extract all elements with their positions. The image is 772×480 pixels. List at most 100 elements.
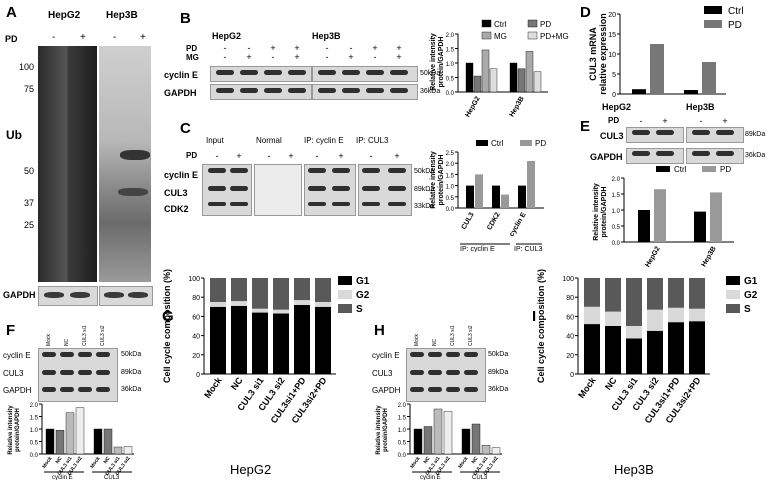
e-pd-label: PD (608, 116, 620, 125)
legend-label: G1 (744, 276, 758, 287)
bar (492, 185, 500, 208)
band (70, 292, 90, 298)
marker-75: 75 (24, 84, 35, 94)
pd-sign: + (338, 151, 343, 161)
c-cyclin-e-label: cyclin E (164, 170, 199, 180)
mg-sign: + (246, 52, 251, 62)
y-axis-label: relative expression (598, 13, 608, 95)
cyclin-e-band (78, 352, 92, 357)
y-tick-label: 60 (566, 314, 574, 321)
legend-label: Ctrl (674, 165, 687, 174)
pd-sign: + (394, 151, 399, 161)
x-tick-label: HepG2 (464, 95, 481, 118)
cul3-band (446, 370, 460, 375)
legend-swatch (704, 6, 722, 14)
h-kda36: 36kDa (488, 386, 509, 393)
legend-swatch (726, 290, 740, 299)
y-tick-label: 1.0 (446, 62, 455, 68)
legend-label: PD (535, 139, 546, 148)
bar-segment (668, 278, 684, 308)
cul3-band (716, 130, 734, 135)
legend-label: PD (720, 165, 731, 174)
ub-band (120, 150, 150, 160)
group-label: IP: cyclin E (460, 246, 495, 252)
pd-sign: + (662, 116, 667, 126)
cyclin-e-band (464, 352, 478, 357)
bar-segment (252, 308, 268, 313)
a-minus-1: - (52, 32, 56, 43)
cul3-band (428, 370, 442, 375)
y-tick-label: 2.0 (398, 403, 407, 409)
y-axis-label: protein/GAPDH (383, 408, 389, 452)
e-hepg2-label: HepG2 (602, 102, 632, 112)
bar (525, 51, 534, 93)
gapdh-band (716, 151, 734, 156)
h-kda50: 50kDa (488, 351, 509, 358)
y-tick-label: 20 (566, 353, 574, 360)
cyclin-e-band (342, 70, 360, 75)
a-minus-2: - (113, 32, 117, 43)
bar-segment (231, 301, 247, 306)
bar-segment (315, 306, 331, 374)
y-tick-label: 1.5 (446, 173, 455, 179)
pd-sign: + (288, 151, 293, 161)
bar-segment (689, 308, 705, 322)
bar (710, 192, 722, 242)
f-cyclin-e-label: cyclin E (3, 351, 31, 360)
b-pd-label: PD (186, 44, 198, 53)
legend-label: G2 (744, 290, 758, 301)
e-kda89: 89kDa (745, 131, 766, 138)
cdk2-band (332, 202, 350, 206)
panel-f-chart: 0.0 0.5 1.0 1.5 2.0 Relative intensity protein… (8, 403, 134, 480)
legend-label: PD (540, 20, 551, 29)
y-tick-label: 2.0 (612, 177, 621, 183)
gapdh-band (60, 387, 74, 392)
gapdh-band (342, 88, 360, 93)
gapdh-band (288, 88, 306, 93)
bar (75, 407, 85, 455)
gapdh-blot (38, 286, 98, 306)
cul3-band (632, 130, 650, 135)
panel-c-blot-bands: - + - + - + - + (208, 151, 406, 206)
y-tick-label: 0.0 (398, 453, 407, 459)
bar (638, 210, 650, 242)
x-tick-label: NC (229, 375, 245, 392)
cyclin-e-band (308, 168, 326, 173)
bar (491, 447, 501, 455)
pd-sign: - (640, 116, 643, 126)
b-hep3b-label: Hep3B (312, 31, 341, 41)
a-plus-2: + (140, 32, 146, 43)
bar (481, 49, 490, 93)
f-kda36: 36kDa (121, 386, 142, 393)
group-label: IP: CUL3 (514, 246, 543, 252)
y-tick-label: 0 (570, 372, 574, 379)
b-kda50: 50kDa (420, 70, 441, 77)
panel-b-chart: 0.0 0.5 1.0 1.5 2.0 Relative intensity protein… (430, 19, 569, 119)
marker-25: 25 (24, 220, 35, 230)
y-tick-label: 0.5 (398, 441, 407, 447)
legend-swatch (656, 166, 670, 172)
y-tick-label: 20 (608, 12, 616, 19)
bar-segment (689, 278, 705, 309)
bar (93, 428, 103, 455)
x-tick-label: Hep3B (509, 96, 526, 119)
gapdh-label: GAPDH (3, 290, 36, 300)
bar (684, 90, 698, 94)
group-label: CUL3 (104, 475, 120, 480)
bar-segment (689, 321, 705, 374)
bar-segment (605, 311, 621, 326)
legend-label: Ctrl (491, 139, 504, 148)
y-tick-label: 20 (192, 353, 200, 360)
pd-sign: - (350, 43, 353, 53)
y-axis-label: Relative intensity (8, 405, 14, 455)
cdk2-band (388, 202, 406, 206)
b-gapdh-label: GAPDH (164, 88, 197, 98)
panel-label-h: H (374, 322, 385, 339)
y-axis-label: Relative intensity (430, 33, 437, 91)
cyclin-e-band (264, 70, 282, 75)
cyclin-e-band (230, 168, 248, 173)
b-mg-label: MG (186, 53, 199, 62)
legend-label: MG (494, 32, 507, 41)
bar (489, 68, 498, 93)
bar (475, 174, 483, 208)
